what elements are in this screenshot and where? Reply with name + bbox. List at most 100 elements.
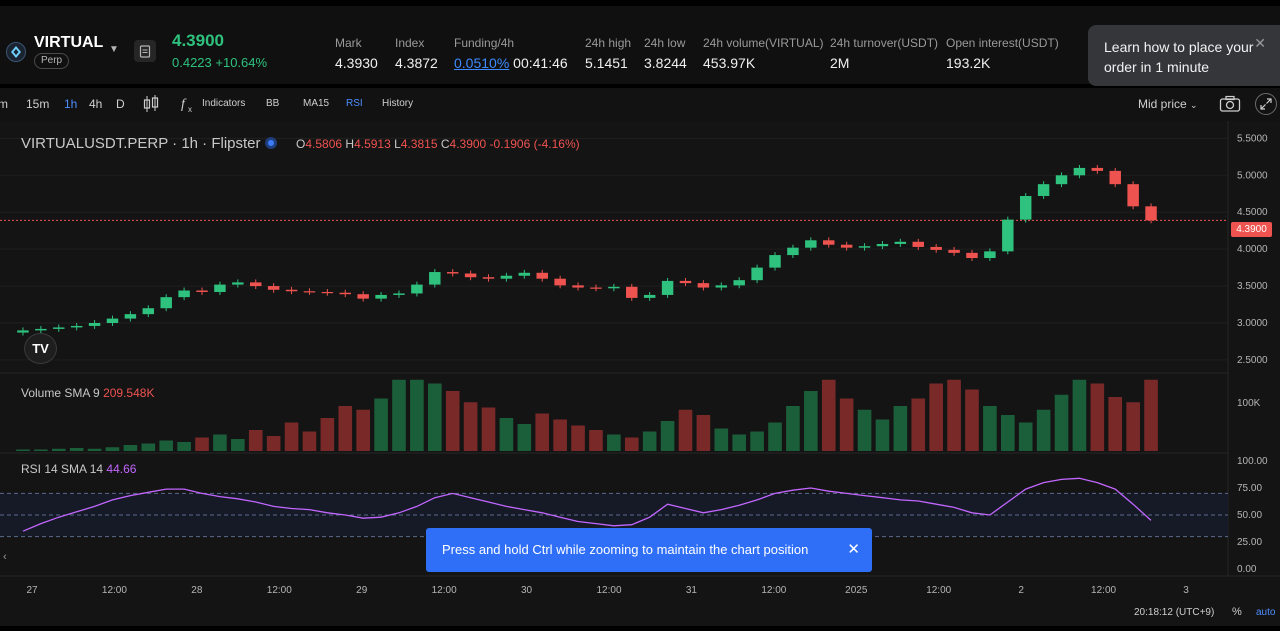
volume-bar: [589, 430, 603, 451]
price-change-pct: +10.64%: [215, 55, 268, 70]
volume-bar: [965, 389, 979, 451]
ohlc-close: 4.3900: [449, 137, 487, 151]
fullscreen-expand-icon[interactable]: [1255, 93, 1277, 115]
volume-bar: [374, 398, 388, 451]
price-axis-tick-label: 5.0000: [1237, 170, 1268, 181]
volume-bar: [213, 434, 227, 451]
study-ma15[interactable]: MA15: [303, 98, 330, 109]
study-rsi[interactable]: RSI: [346, 98, 363, 109]
candle: [608, 283, 620, 292]
ohlc-low: 4.3815: [400, 137, 438, 151]
interval-15m[interactable]: 15m: [26, 97, 50, 111]
price-mode-dropdown[interactable]: Mid price ⌄: [1138, 97, 1198, 111]
percent-scale-button[interactable]: %: [1232, 606, 1242, 618]
ohlc-o-key: O: [296, 137, 306, 151]
time-axis-tick-label: 30: [521, 585, 533, 596]
rsi-axis-tick-label: 50.00: [1237, 510, 1262, 521]
stat-label: 24h turnover(USDT): [830, 36, 939, 50]
time-axis-tick-label: 12:00: [432, 585, 457, 596]
promo-close-icon[interactable]: ✕: [1254, 35, 1266, 51]
symbol-dropdown-caret-icon[interactable]: ▼: [109, 44, 119, 55]
volume-bar: [266, 436, 281, 451]
volume-bar: [714, 428, 729, 451]
time-axis-tick-label: 12:00: [761, 585, 786, 596]
candle: [715, 282, 728, 291]
volume-bar: [177, 442, 191, 451]
stat-label: Index: [395, 36, 425, 50]
scroll-left-icon[interactable]: ‹: [3, 551, 7, 563]
candle: [267, 283, 280, 293]
candle-body: [679, 280, 692, 284]
candle-body: [643, 294, 656, 298]
candle-body: [178, 290, 190, 298]
history-button[interactable]: History: [382, 98, 414, 109]
interval-4h[interactable]: 4h: [89, 97, 103, 111]
volume-bar: [642, 431, 657, 451]
stat-funding: Funding/4h 0.0510% 00:41:46: [454, 36, 568, 71]
volume-bar: [1054, 394, 1069, 451]
candle: [590, 284, 602, 292]
candle-body: [321, 291, 334, 294]
candle-body: [590, 287, 602, 289]
candle: [1037, 181, 1050, 199]
study-bb[interactable]: BB: [266, 98, 280, 109]
candle: [70, 323, 83, 331]
candle-body: [1145, 206, 1157, 221]
candle-body: [1073, 167, 1086, 176]
candle: [984, 248, 996, 261]
volume-bar: [535, 413, 550, 451]
candle: [912, 238, 924, 250]
volume-bar: [338, 406, 353, 451]
candle-body: [375, 294, 387, 299]
volume-bar: [1036, 409, 1051, 451]
volume-bar: [911, 398, 926, 451]
toast-close-icon[interactable]: ✕: [847, 541, 860, 558]
volume-bar: [750, 431, 764, 451]
candle: [17, 327, 29, 336]
contract-info-button[interactable]: [134, 40, 156, 62]
candle: [1109, 167, 1121, 188]
interval-1h[interactable]: 1h: [64, 97, 78, 111]
volume-bar: [624, 437, 639, 451]
candle-body: [285, 289, 298, 292]
symbol-name[interactable]: VIRTUAL: [34, 34, 104, 51]
time-axis-tick-label: 12:00: [267, 585, 292, 596]
screenshot-camera-icon[interactable]: [1218, 92, 1242, 116]
promo-card[interactable]: Learn how to place your order in 1 minut…: [1088, 25, 1280, 86]
candle-body: [1109, 170, 1121, 185]
stat-24h-turnover: 24h turnover(USDT) 2M: [830, 36, 938, 71]
price-axis-tick-label: 5.5000: [1237, 133, 1268, 144]
volume-bar: [445, 391, 460, 451]
indicators-button[interactable]: Indicators: [202, 98, 246, 109]
candle: [196, 287, 208, 295]
volume-bar: [481, 407, 496, 451]
interval-m[interactable]: m: [0, 97, 8, 111]
time-axis-tick-label: 29: [356, 585, 368, 596]
time-axis-tick-label: 3: [1183, 585, 1189, 596]
stat-24h-high: 24h high 5.1451: [585, 36, 631, 71]
candle-style-icon[interactable]: [142, 94, 160, 119]
candle-body: [840, 244, 853, 248]
price-chart-svg[interactable]: 5.5000 5.0000 4.5000 4.0000 3.5000 3.0000 2.50…: [0, 121, 1280, 626]
volume-axis-tick-label: 100K: [1237, 398, 1261, 409]
zoom-hint-toast: Press and hold Ctrl while zooming to mai…: [426, 528, 872, 572]
candle: [840, 241, 853, 251]
auto-scale-button[interactable]: auto: [1256, 607, 1276, 618]
toast-message: Press and hold Ctrl while zooming to mai…: [442, 542, 809, 557]
candle-body: [876, 243, 889, 247]
time-axis-tick-label: 2: [1018, 585, 1024, 596]
candle: [1127, 181, 1139, 210]
candle-body: [572, 285, 584, 288]
candle: [35, 325, 47, 334]
rsi-legend-value: 44.66: [106, 462, 137, 476]
interval-d[interactable]: D: [116, 97, 125, 111]
rsi-line: [22, 477, 1152, 532]
candle-body: [554, 278, 566, 286]
candle: [697, 280, 710, 291]
funding-rate-link[interactable]: 0.0510%: [454, 55, 510, 71]
rsi-legend-label: RSI 14 SMA 14: [21, 462, 104, 476]
candle: [948, 246, 960, 256]
stat-open-interest: Open interest(USDT) 193.2K: [946, 36, 1059, 71]
tradingview-logo[interactable]: TV: [24, 333, 57, 364]
